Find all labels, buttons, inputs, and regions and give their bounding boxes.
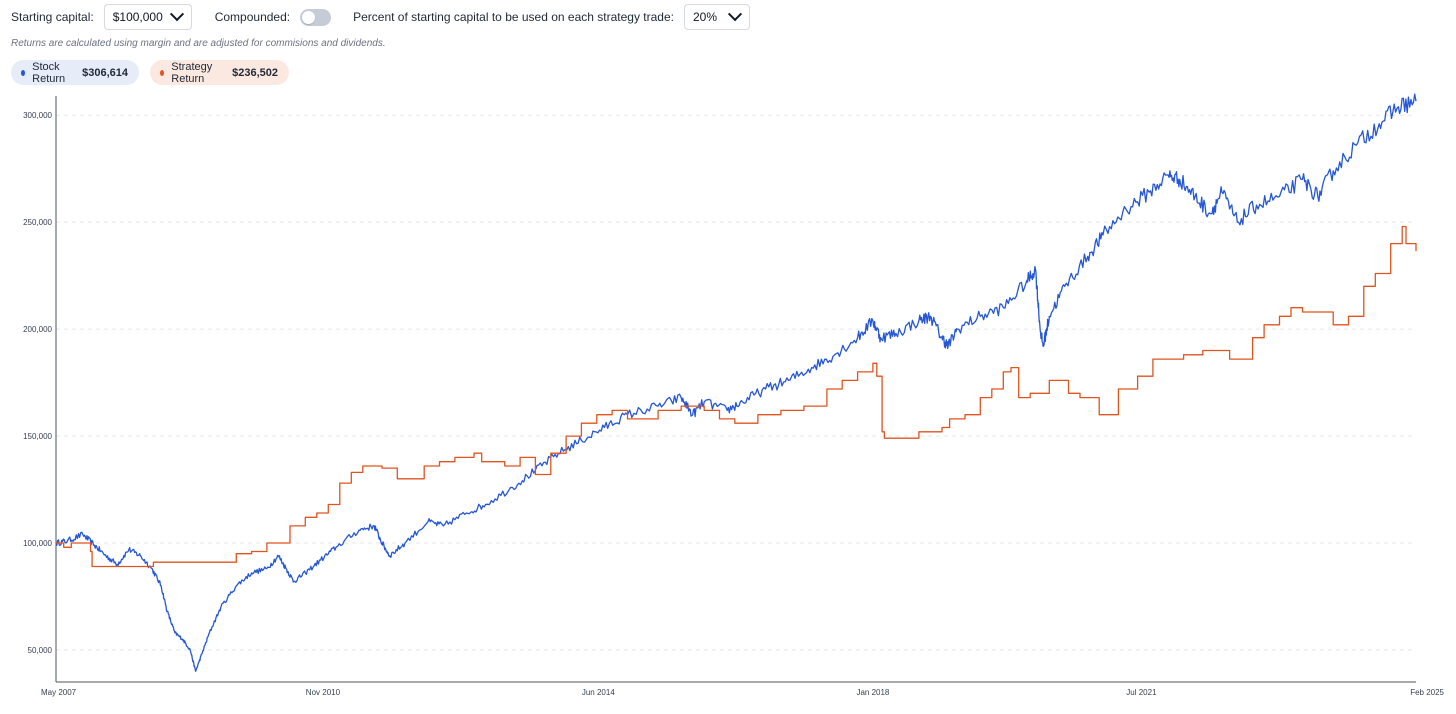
starting-capital-select[interactable]: $100,000 [103, 4, 192, 30]
legend-strategy-value: $236,502 [232, 66, 278, 79]
x-tick-label-0: May 2007 [41, 688, 77, 697]
starting-capital-value: $100,000 [112, 10, 163, 24]
legend-strategy-return[interactable]: Strategy Return $236,502 [150, 60, 289, 85]
strategy-dot-icon [160, 69, 165, 76]
x-tick-label-2: Jun 2014 [582, 688, 615, 697]
x-tick-label-3: Jan 2018 [856, 688, 889, 697]
y-tick-label-5: 300,000 [23, 111, 52, 120]
returns-note: Returns are calculated using margin and … [11, 38, 386, 49]
controls-bar: Starting capital: $100,000 Compounded: P… [11, 4, 750, 30]
x-tick-label-1: Nov 2010 [306, 688, 341, 697]
strategy-return-line [56, 225, 1417, 568]
y-tick-label-3: 200,000 [23, 325, 52, 334]
starting-capital-label: Starting capital: [11, 10, 94, 24]
stock-return-line [55, 93, 1417, 672]
legend-stock-value: $306,614 [82, 66, 128, 79]
y-tick-label-1: 100,000 [23, 539, 52, 548]
percent-value: 20% [692, 10, 717, 24]
stock-dot-icon [21, 69, 26, 76]
compounded-toggle[interactable] [300, 8, 332, 26]
compounded-label: Compounded: [214, 10, 291, 24]
y-tick-label-2: 150,000 [23, 432, 52, 441]
legend-strategy-name: Strategy Return [171, 60, 213, 85]
y-tick-label-4: 250,000 [23, 218, 52, 227]
percent-select[interactable]: 20% [683, 4, 750, 30]
x-tick-label-5: Feb 2025 [1410, 688, 1444, 697]
legend-stock-name: Stock Return [32, 60, 66, 85]
y-tick-label-0: 50,000 [28, 646, 53, 655]
legend-stock-return[interactable]: Stock Return $306,614 [11, 60, 139, 85]
x-tick-label-4: Jul 2021 [1126, 688, 1157, 697]
percent-label: Percent of starting capital to be used o… [353, 10, 674, 24]
toggle-knob [302, 10, 316, 24]
